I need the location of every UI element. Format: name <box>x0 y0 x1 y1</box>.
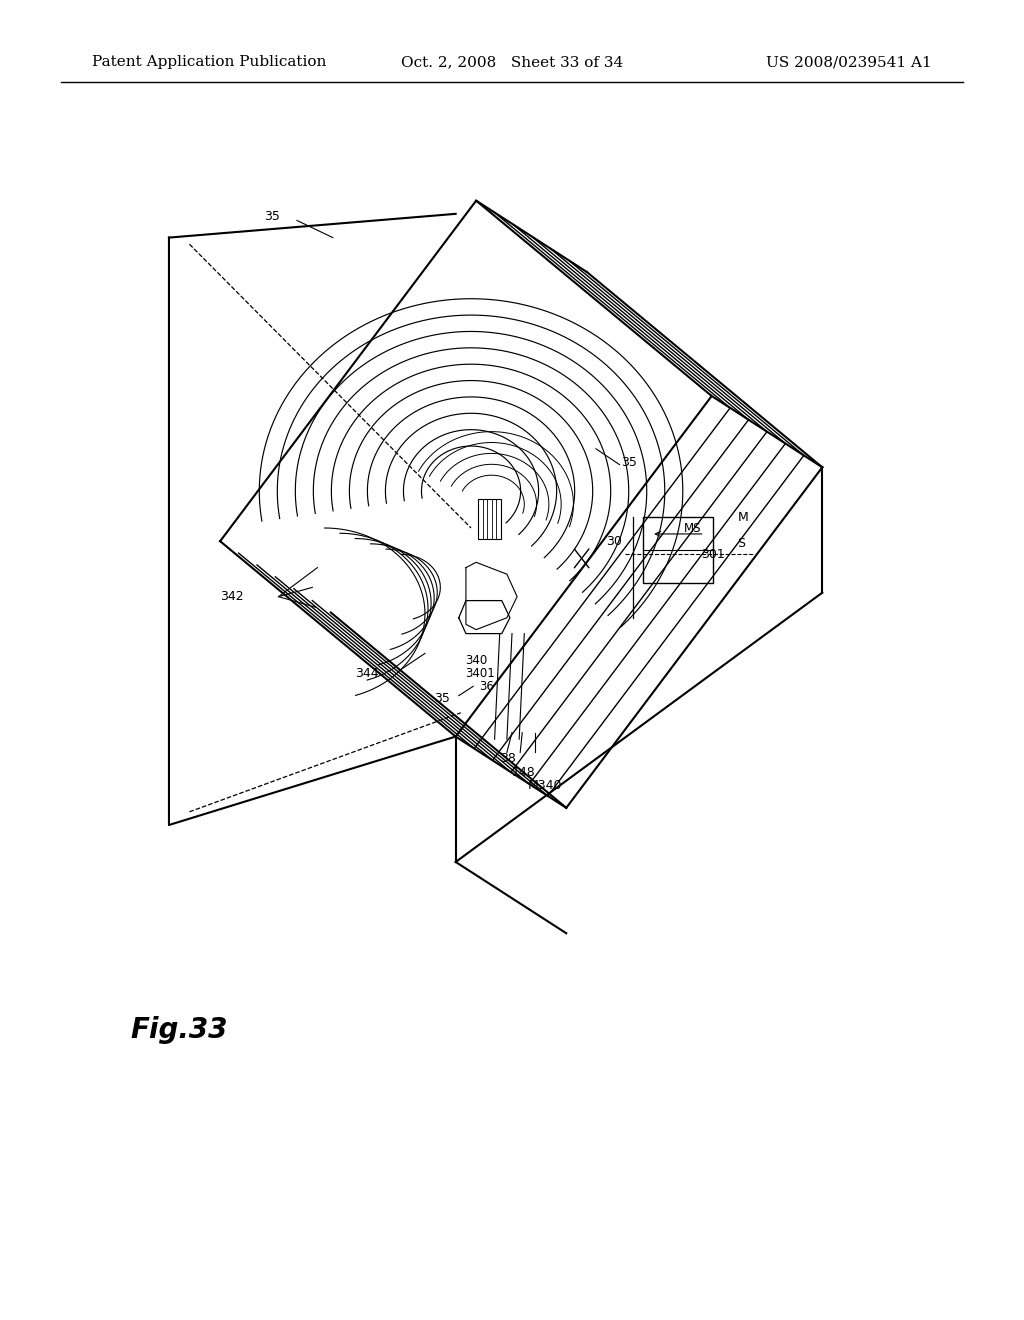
Text: 35: 35 <box>434 692 451 705</box>
Text: Patent Application Publication: Patent Application Publication <box>92 55 327 70</box>
Text: 38: 38 <box>500 752 516 766</box>
Text: 342: 342 <box>220 590 244 603</box>
Text: 35: 35 <box>622 455 638 469</box>
Text: 148: 148 <box>512 766 536 779</box>
Text: US 2008/0239541 A1: US 2008/0239541 A1 <box>766 55 932 70</box>
Bar <box>478 499 501 539</box>
Text: 340: 340 <box>465 653 487 667</box>
Text: 344: 344 <box>355 667 379 680</box>
Text: 3401: 3401 <box>465 667 495 680</box>
Text: 36: 36 <box>479 680 495 693</box>
Bar <box>643 517 713 583</box>
Text: M: M <box>737 511 748 524</box>
Text: 35: 35 <box>264 210 281 223</box>
Text: 301: 301 <box>701 548 725 561</box>
Text: M340: M340 <box>527 779 562 792</box>
Text: Fig.33: Fig.33 <box>130 1015 228 1044</box>
Text: S: S <box>737 537 745 550</box>
Text: Oct. 2, 2008   Sheet 33 of 34: Oct. 2, 2008 Sheet 33 of 34 <box>400 55 624 70</box>
Text: MS: MS <box>684 521 701 535</box>
Text: 30: 30 <box>606 535 623 548</box>
